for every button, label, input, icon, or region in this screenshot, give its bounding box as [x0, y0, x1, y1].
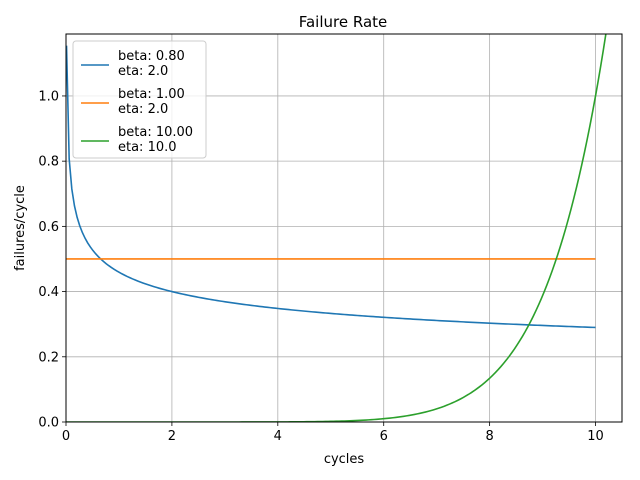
- legend-label-2: eta: 10.0: [118, 140, 177, 155]
- y-tick-label: 0.2: [38, 350, 59, 365]
- y-tick-label: 0.6: [38, 220, 59, 235]
- legend-label-0: beta: 0.80: [118, 49, 185, 64]
- y-tick-label: 0.0: [38, 416, 59, 431]
- chart-title: Failure Rate: [299, 13, 388, 31]
- y-tick-label: 0.4: [38, 285, 59, 300]
- legend-label-1: beta: 1.00: [118, 87, 185, 102]
- x-tick-label: 8: [485, 429, 493, 444]
- series-line-2: [66, 34, 607, 422]
- y-tick-label: 1.0: [38, 89, 59, 104]
- x-tick-label: 2: [168, 429, 176, 444]
- x-tick-label: 4: [274, 429, 282, 444]
- x-axis-label: cycles: [324, 452, 365, 467]
- plot-frame: [65, 33, 623, 423]
- y-axis-label: failures/cycle: [13, 185, 28, 271]
- series-line-0: [66, 45, 596, 329]
- legend-label-2: beta: 10.00: [118, 125, 193, 140]
- x-tick-label: 0: [62, 429, 70, 444]
- legend-box: [72, 40, 207, 159]
- x-tick-label: 10: [587, 429, 604, 444]
- x-tick-label: 6: [380, 429, 388, 444]
- legend-label-0: eta: 2.0: [118, 64, 168, 79]
- axis-ticks: 0 2 4 6 8 10 0.0 0.2 0.4 0.6 0.8 1.0: [38, 89, 603, 444]
- y-tick-label: 0.8: [38, 155, 59, 170]
- legend-label-1: eta: 2.0: [118, 102, 168, 117]
- series-lines: [66, 34, 607, 422]
